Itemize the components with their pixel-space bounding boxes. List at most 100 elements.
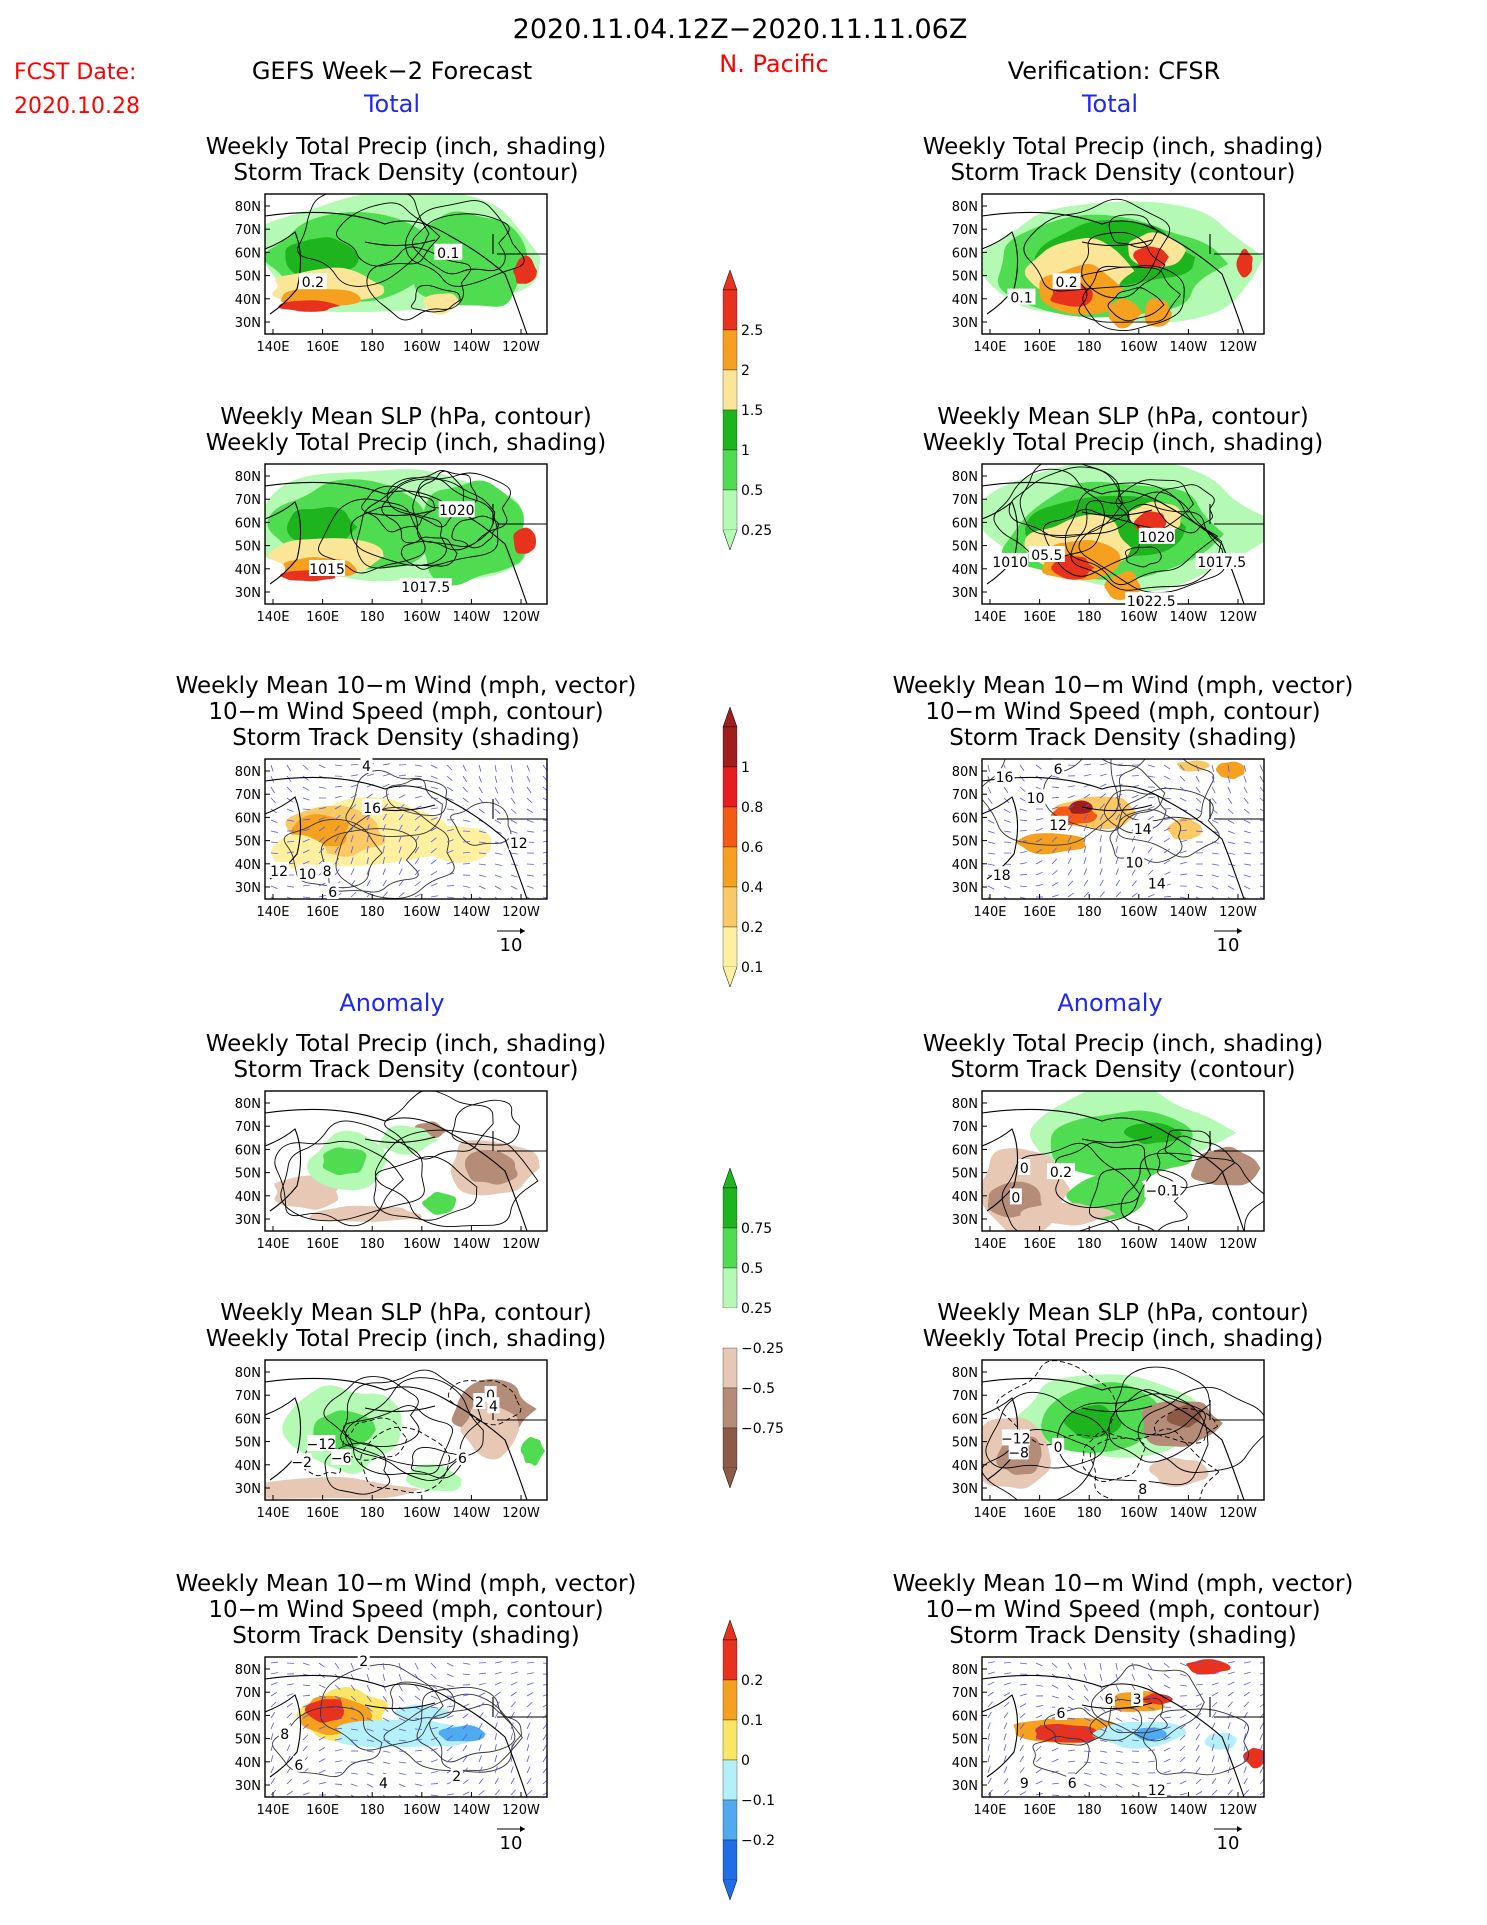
colorbar-label: 0.1: [741, 1713, 763, 1729]
colorbar-arrow-top: [722, 1167, 738, 1189]
wind-vector: [1035, 871, 1043, 876]
wind-vector: [1131, 794, 1139, 799]
wind-vector: [1003, 1789, 1010, 1796]
contour-line: [342, 1417, 408, 1461]
colorbar-arrow-bottom: [722, 966, 738, 988]
contour-label: 0.1: [437, 246, 459, 262]
wind-vector: [1195, 1733, 1200, 1741]
contour-label-bg: [307, 1435, 336, 1451]
wind-vector: [430, 883, 438, 887]
wind-vector: [1083, 1761, 1092, 1764]
wind-vector: [318, 859, 325, 865]
panel-title-line: Storm Track Density (contour): [233, 160, 578, 186]
y-tick-label: 70N: [952, 223, 978, 238]
wind-vector: [270, 764, 274, 772]
wind-vector: [1115, 803, 1122, 810]
wind-vector: [1131, 1728, 1139, 1731]
wind-vector: [318, 882, 326, 887]
wind-vector: [1083, 857, 1087, 865]
vector-ref-arrowhead: [1237, 928, 1242, 934]
wind-vector: [398, 1783, 406, 1788]
wind-vector: [987, 841, 995, 844]
wind-vector: [1067, 835, 1072, 843]
panel-title-line: Weekly Total Precip (inch, shading): [923, 1031, 1323, 1057]
wind-vector: [430, 1727, 438, 1730]
wind-vector: [1083, 774, 1091, 777]
wind-vector: [1211, 874, 1219, 878]
wind-vector: [398, 846, 402, 854]
colorbar-segment: [722, 1719, 738, 1761]
wind-vector: [1179, 873, 1187, 876]
contour-label-bg: [1052, 273, 1081, 290]
wind-vector: [446, 1715, 454, 1719]
colorbar-segment: [722, 1679, 738, 1721]
x-tick-label: 160W: [1120, 610, 1158, 625]
wind-vector: [1099, 857, 1102, 865]
wind-vector: [430, 786, 438, 790]
contour-label-bg: [292, 1755, 305, 1772]
x-tick-label: 140W: [1170, 1506, 1208, 1521]
wind-vector: [1243, 1755, 1247, 1763]
contour-line: [381, 478, 496, 551]
wind-vector: [1243, 1691, 1250, 1697]
contour-label: 4: [379, 1776, 388, 1792]
wind-vector: [270, 841, 279, 844]
x-tick-label: 120W: [502, 610, 540, 625]
wind-vector: [987, 1744, 990, 1752]
contour-label-bg: [1028, 546, 1065, 562]
wind-vector: [334, 846, 339, 854]
vector-ref-arrowhead: [520, 1826, 525, 1832]
wind-vector: [334, 1748, 342, 1752]
map-content: [982, 1659, 1264, 1797]
contour-label: 2: [475, 1395, 484, 1411]
wind-vector: [334, 1783, 343, 1785]
y-tick-label: 40N: [952, 563, 978, 578]
colorbar-arrow-top: [722, 1619, 738, 1641]
y-tick-label: 30N: [952, 1482, 978, 1497]
coastline-asia: [982, 1128, 1019, 1212]
wind-vector: [366, 1673, 370, 1681]
wind-vector: [302, 1792, 310, 1796]
wind-vector: [302, 1662, 310, 1666]
wind-vector: [478, 1733, 482, 1741]
colorbar-label: 0.25: [741, 1301, 772, 1317]
wind-vector: [366, 1794, 371, 1797]
wind-vector: [1163, 764, 1171, 770]
colorbar-segment: [722, 806, 738, 848]
contour-line: [280, 1120, 425, 1222]
wind-vector: [1131, 775, 1140, 777]
wind-vector: [350, 1706, 358, 1712]
contour-label: −6: [331, 1451, 352, 1467]
colorbar-segment: [722, 1839, 738, 1881]
coastline: [265, 1674, 547, 1797]
panel-title-line: Weekly Total Precip (inch, shading): [923, 134, 1323, 160]
x-tick-label: 140W: [453, 1237, 491, 1252]
wind-vector: [1195, 786, 1201, 793]
wind-vector: [1147, 836, 1153, 843]
colorbar-label: 0.25: [741, 523, 772, 539]
wind-vector: [286, 1712, 293, 1719]
contour-label: 8: [280, 1727, 289, 1743]
panel-title-line: Weekly Mean SLP (hPa, contour): [937, 404, 1308, 430]
wind-vector: [366, 1684, 371, 1692]
x-tick-label: 120W: [502, 1506, 540, 1521]
wind-vector: [398, 835, 402, 843]
wind-vector: [1195, 764, 1200, 772]
contour-line: [374, 1129, 539, 1228]
wind-vector: [510, 764, 513, 772]
wind-vector: [1211, 1789, 1218, 1796]
contour-line: [342, 1405, 454, 1476]
wind-vector: [1227, 852, 1235, 855]
wind-vector: [318, 764, 326, 769]
wind-vector: [430, 1673, 437, 1679]
map-panel-verification-anomaly-wind: Weekly Mean 10−m Wind (mph, vector)10−m …: [893, 1571, 1354, 1854]
fcst-date: 2020.10.28: [14, 94, 140, 119]
wind-vector: [987, 786, 992, 794]
wind-vector: [302, 1780, 310, 1785]
map-content: [982, 1091, 1264, 1231]
wind-vector: [1211, 764, 1215, 772]
wind-vector: [430, 859, 437, 865]
wind-vector: [270, 808, 277, 814]
wind-vector: [1243, 797, 1249, 804]
x-tick-label: 160E: [306, 1803, 339, 1818]
